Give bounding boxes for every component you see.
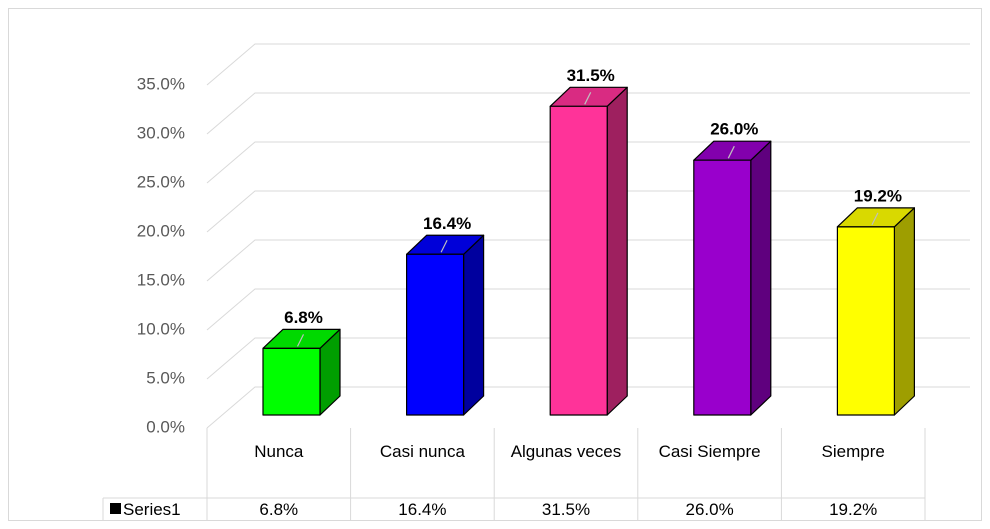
- bar: [262, 328, 341, 416]
- category-label: Casi nunca: [379, 442, 465, 461]
- bar-front: [836, 226, 896, 416]
- y-tick-label: 35.0%: [137, 74, 185, 93]
- bar-front: [549, 105, 608, 416]
- table-value: 19.2%: [829, 500, 878, 519]
- data-label: 19.2%: [854, 186, 902, 205]
- bar: [836, 207, 916, 416]
- leader-line: [584, 92, 592, 105]
- category-label: Casi Siempre: [658, 442, 761, 461]
- data-label: 16.4%: [423, 214, 471, 233]
- table-value: 31.5%: [541, 500, 591, 519]
- table-value: 6.8%: [259, 500, 299, 519]
- leader-line: [871, 212, 879, 226]
- data-label: 26.0%: [710, 120, 758, 139]
- bar-front: [406, 253, 465, 416]
- bar-front: [693, 159, 752, 416]
- bar-side: [893, 207, 916, 416]
- grid-line: [206, 43, 970, 86]
- category-label: Nunca: [254, 442, 304, 461]
- legend-entry: Series1: [123, 500, 181, 519]
- bar: [693, 140, 772, 416]
- bar-side: [463, 234, 485, 416]
- bar-front: [262, 347, 321, 416]
- bar-side: [750, 140, 772, 416]
- bar: [406, 234, 485, 416]
- leader-line: [440, 240, 448, 253]
- table-value: 26.0%: [685, 500, 734, 519]
- legend-key: [110, 503, 121, 514]
- y-tick-label: 5.0%: [146, 368, 185, 387]
- y-tick-label: 10.0%: [137, 319, 185, 338]
- data-label: 6.8%: [284, 308, 323, 327]
- y-tick-label: 0.0%: [146, 417, 185, 436]
- leader-line: [296, 334, 305, 347]
- category-label: Algunas veces: [510, 442, 622, 461]
- bar: [549, 86, 628, 416]
- data-label: 31.5%: [567, 66, 615, 85]
- y-tick-label: 25.0%: [137, 172, 185, 191]
- table-value: 16.4%: [398, 500, 447, 519]
- bar-side: [606, 86, 628, 416]
- grid-line: [206, 92, 970, 135]
- leader-line: [727, 145, 735, 159]
- category-label: Siempre: [821, 442, 885, 461]
- y-tick-label: 20.0%: [137, 221, 185, 240]
- chart-border: [8, 8, 982, 521]
- y-tick-label: 30.0%: [137, 123, 185, 142]
- y-tick-label: 15.0%: [137, 270, 185, 289]
